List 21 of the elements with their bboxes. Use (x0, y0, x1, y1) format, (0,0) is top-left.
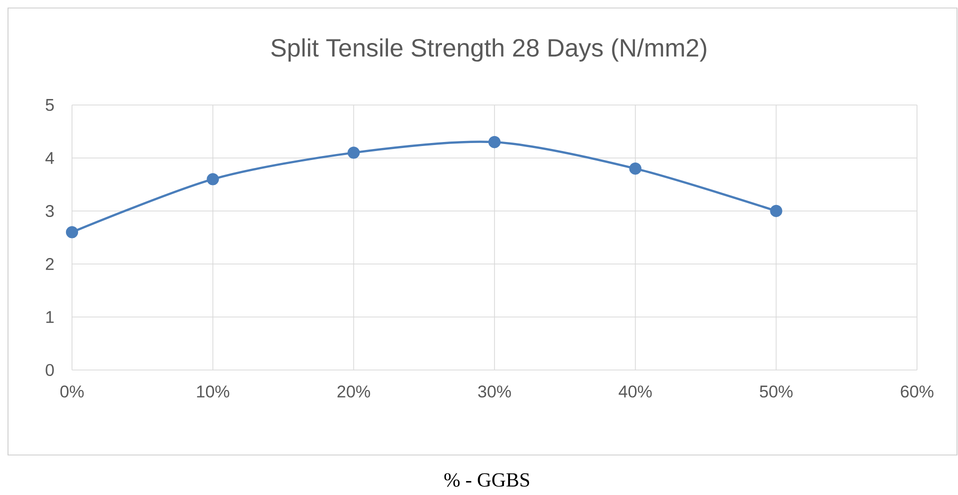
x-tick-label: 40% (618, 386, 652, 398)
point (770, 204, 782, 218)
x-tick-label: 50% (760, 386, 793, 398)
point (206, 173, 219, 186)
point (66, 226, 78, 238)
y-tick-label: 4 (45, 152, 54, 164)
y-tick-label: 0 (46, 364, 54, 376)
y-tick-label: 2 (46, 258, 54, 270)
point (629, 162, 642, 175)
y-tick-label: 3 (46, 204, 54, 218)
point (348, 146, 360, 159)
chart-title: Split Tensile Strength 28 Days (N/mm2) (271, 38, 706, 62)
x-tick-label: 30% (478, 386, 511, 398)
y-tick-label: 1 (46, 311, 54, 323)
point (488, 136, 501, 148)
x-tick-label: 60% (900, 386, 934, 398)
x-axis-title: % - GGBS (444, 473, 530, 487)
y-tick-label: 5 (46, 99, 54, 111)
x-tick-label: 0% (60, 386, 84, 398)
x-tick-label: 10% (197, 386, 230, 398)
x-tick-label: 20% (338, 386, 370, 398)
